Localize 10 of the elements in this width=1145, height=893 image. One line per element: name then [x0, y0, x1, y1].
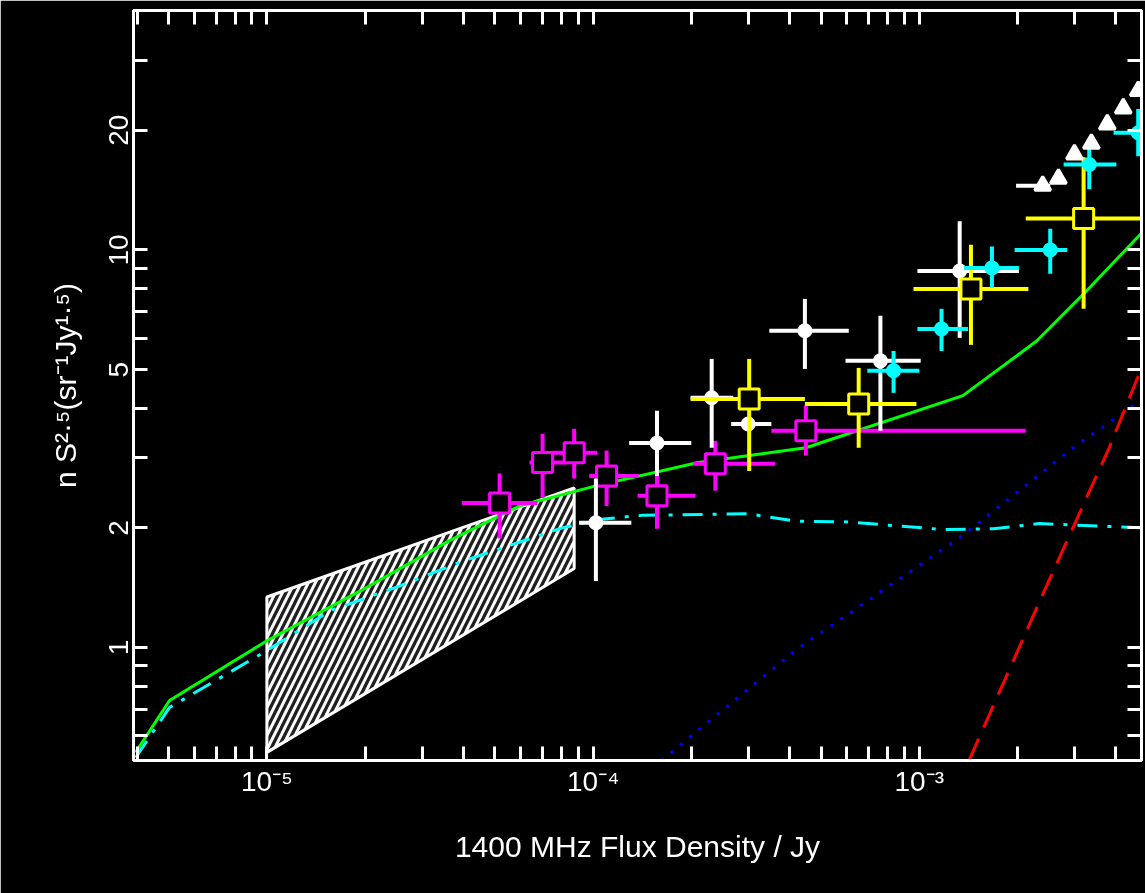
x-tick-label: 10⁻⁴ — [567, 765, 620, 797]
y-tick-label: 2 — [103, 520, 135, 536]
x-tick-label: 10⁻⁵ — [241, 765, 293, 797]
y-tick-label: 10 — [103, 234, 135, 266]
x-axis-title: 1400 MHz Flux Density / Jy — [454, 829, 821, 863]
y-tick-label: 1 — [103, 639, 135, 656]
y-tick-label: 5 — [103, 361, 135, 378]
y-axis-title: n S²·⁵(sr⁻¹Jy¹·⁵) — [48, 283, 82, 488]
x-tick-label: 10⁻³ — [894, 765, 945, 797]
y-tick-label: 20 — [103, 114, 135, 146]
